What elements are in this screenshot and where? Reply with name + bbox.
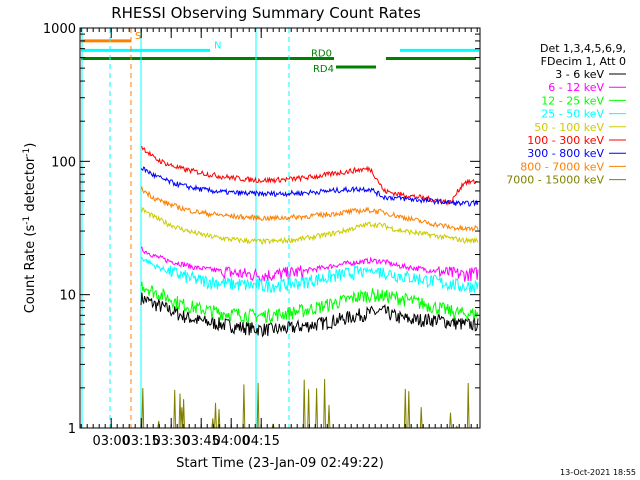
- legend-header-2: FDecim 1, Att 0: [541, 55, 626, 68]
- y-tick-label: 100: [51, 155, 76, 170]
- y-tick-label: 10: [59, 289, 76, 304]
- series-line-1: [141, 246, 479, 284]
- x-tick-label: 03:30: [152, 434, 189, 449]
- chart-title: RHESSI Observing Summary Count Rates: [111, 4, 421, 22]
- vertical-markers: [81, 28, 290, 428]
- series-line-5: [140, 146, 479, 206]
- x-tick-label: 03:45: [182, 434, 219, 449]
- series-line-3: [140, 256, 479, 294]
- mode-bar-label: RD4: [313, 64, 334, 75]
- mode-bar-label: N: [214, 40, 221, 51]
- legend-entry-label: 300 - 800 keV: [527, 147, 604, 160]
- legend-entry-label: 7000 - 15000 keV: [506, 174, 604, 187]
- y-axis: 1 10 100 1000: [43, 22, 480, 437]
- y-axis-label-part-1: Count Rate (s: [23, 225, 38, 314]
- series-line-2: [140, 281, 479, 324]
- x-axis-label: Start Time (23-Jan-09 02:49:22): [176, 456, 384, 471]
- legend-entry-label: 3 - 6 keV: [555, 68, 604, 81]
- x-tick-label: 03:00: [92, 434, 129, 449]
- legend-entry-label: 6 - 12 keV: [548, 81, 604, 94]
- y-axis-label-part-2: detector: [23, 156, 38, 216]
- y-tick-label: 1: [68, 422, 76, 437]
- legend-entry-label: 12 - 25 keV: [541, 94, 604, 107]
- series-line-6: [140, 166, 479, 207]
- x-tick-label: 04:00: [212, 434, 249, 449]
- legend: Det 1,3,4,5,6,9, FDecim 1, Att 0 3 - 6 k…: [506, 42, 626, 187]
- y-axis-label-exp-2: -1: [22, 148, 32, 157]
- y-axis-label-part-3: ): [23, 143, 38, 148]
- x-tick-label: 03:15: [122, 434, 159, 449]
- legend-entry-label: 50 - 100 keV: [534, 121, 604, 134]
- mode-bar-label: RD0: [311, 49, 332, 60]
- mode-bar-label: S: [135, 31, 141, 42]
- series-line-4: [140, 206, 479, 245]
- y-axis-label: Count Rate (s-1 detector-1): [22, 143, 38, 314]
- legend-entry-label: 800 - 7000 keV: [520, 160, 604, 173]
- y-axis-label-exp-1: -1: [22, 216, 32, 225]
- y-tick-label: 1000: [43, 22, 76, 37]
- plot-frame: [79, 27, 481, 429]
- series-line-7: [140, 185, 479, 232]
- legend-entry-label: 25 - 50 keV: [541, 108, 604, 121]
- mode-bars: S N RD0 RD4: [81, 31, 479, 75]
- series-line-0: [140, 292, 479, 338]
- legend-header-1: Det 1,3,4,5,6,9,: [540, 42, 626, 55]
- footer-timestamp: 13-Oct-2021 18:55: [560, 468, 636, 477]
- x-tick-label: 04:15: [242, 434, 279, 449]
- legend-entry-label: 100 - 300 keV: [527, 134, 604, 147]
